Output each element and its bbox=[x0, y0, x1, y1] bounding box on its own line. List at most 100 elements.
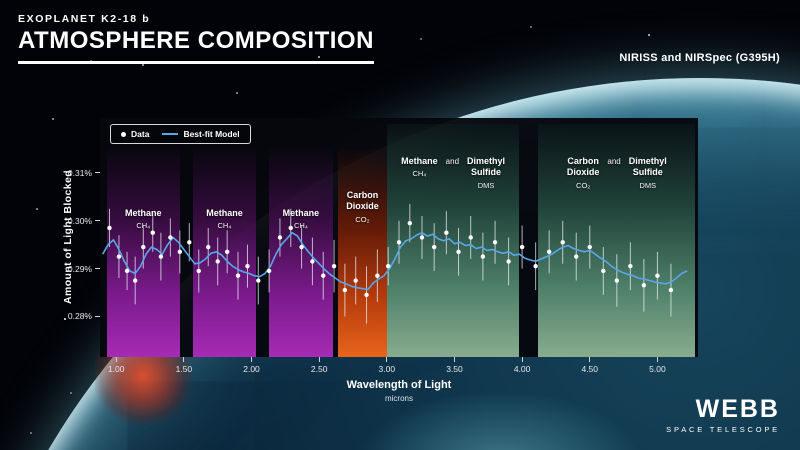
molecule-formula: DMS bbox=[639, 180, 657, 190]
data-point bbox=[116, 254, 122, 259]
molecule-label: Carbon Dioxide CO₂ bbox=[567, 156, 600, 190]
model-line-icon bbox=[162, 133, 179, 135]
star bbox=[52, 118, 54, 120]
band-co2-3: Carbon Dioxide CO₂ bbox=[338, 148, 387, 357]
data-point bbox=[224, 249, 230, 255]
band-label: Methane CH₄ bbox=[269, 208, 333, 230]
x-tick bbox=[251, 357, 253, 362]
molecule-name: Dimethyl Sulfide bbox=[628, 156, 667, 178]
webb-logo-subtitle: SPACE TELESCOPE bbox=[666, 425, 780, 434]
y-tick-label: 0.31% bbox=[67, 167, 92, 178]
molecule-name: Carbon Dioxide bbox=[566, 156, 600, 178]
band-label: Carbon Dioxide CO₂ bbox=[338, 190, 387, 224]
molecule-name: Methane bbox=[206, 208, 243, 218]
x-axis-unit: microns bbox=[384, 394, 413, 403]
instrument-label: NIRISS and NIRSpec (G395H) bbox=[619, 52, 780, 64]
data-point bbox=[574, 254, 579, 259]
star bbox=[530, 26, 532, 28]
data-point bbox=[266, 268, 272, 274]
data-point bbox=[587, 244, 592, 250]
legend-data-label: Data bbox=[131, 129, 150, 139]
x-tick-label: 4.50 bbox=[581, 364, 599, 374]
molecule-formula: CO₂ bbox=[355, 214, 370, 224]
spectrum-plot-svg bbox=[102, 204, 688, 324]
data-point bbox=[668, 287, 674, 293]
data-point bbox=[256, 278, 261, 283]
x-tick-label: 3.50 bbox=[446, 364, 463, 374]
x-tick bbox=[589, 357, 591, 362]
data-point bbox=[456, 249, 461, 255]
molecule-name: Carbon Dioxide bbox=[346, 190, 379, 212]
star bbox=[36, 208, 38, 210]
data-point bbox=[375, 273, 380, 278]
y-tick bbox=[95, 220, 100, 222]
data-point bbox=[506, 259, 511, 264]
molecule-name: Methane bbox=[401, 156, 438, 166]
y-tick bbox=[95, 315, 100, 317]
data-point bbox=[288, 225, 293, 231]
planet-glow bbox=[360, 392, 640, 450]
data-point bbox=[206, 244, 211, 250]
molecule-name: Dimethyl Sulfide bbox=[467, 156, 506, 178]
data-point bbox=[277, 235, 283, 240]
x-tick bbox=[183, 357, 185, 362]
data-point bbox=[519, 244, 525, 250]
x-tick bbox=[318, 357, 320, 362]
star bbox=[236, 92, 238, 94]
header: EXOPLANET K2-18 b ATMOSPHERE COMPOSITION bbox=[18, 13, 374, 64]
data-point bbox=[560, 240, 565, 245]
data-point bbox=[235, 273, 241, 278]
data-point bbox=[444, 230, 449, 235]
exoplanet-name: EXOPLANET K2-18 b bbox=[18, 13, 151, 25]
band-methane-1: Methane CH₄ bbox=[193, 148, 256, 357]
data-point bbox=[419, 235, 425, 240]
molecule-formula: CH₄ bbox=[136, 221, 151, 231]
conjunction-label: and bbox=[607, 157, 621, 166]
data-point bbox=[480, 254, 486, 259]
data-point bbox=[132, 278, 138, 283]
y-tick-label: 0.28% bbox=[67, 311, 92, 322]
data-point bbox=[407, 220, 413, 226]
y-tick-label: 0.30% bbox=[67, 215, 92, 226]
data-point bbox=[431, 244, 437, 250]
data-point bbox=[321, 273, 326, 278]
data-point bbox=[158, 254, 164, 259]
data-point bbox=[107, 225, 112, 231]
x-tick-label: 2.00 bbox=[243, 364, 260, 374]
legend-item-model: Best-fit Model bbox=[162, 129, 240, 139]
band-label: Methane CH₄ and Dimethyl Sulfide DMS bbox=[387, 156, 520, 190]
data-point bbox=[353, 278, 358, 283]
data-point bbox=[177, 249, 183, 255]
data-point bbox=[342, 287, 348, 293]
y-tick bbox=[95, 268, 100, 270]
star bbox=[30, 432, 32, 434]
data-point bbox=[245, 263, 250, 269]
y-axis-title: Amount of Light Blocked bbox=[62, 169, 74, 305]
star bbox=[318, 56, 320, 58]
x-tick-label: 2.50 bbox=[310, 364, 328, 374]
page-title: ATMOSPHERE COMPOSITION bbox=[18, 27, 374, 64]
data-point bbox=[628, 263, 633, 269]
data-point bbox=[215, 259, 220, 264]
data-point bbox=[187, 240, 192, 245]
molecule-label: Methane CH₄ bbox=[125, 208, 162, 230]
y-tick-label: 0.29% bbox=[67, 263, 92, 274]
molecule-label: Methane CH₄ bbox=[283, 208, 320, 230]
molecule-label: Methane CH₄ bbox=[401, 156, 438, 178]
data-point bbox=[601, 268, 606, 274]
molecule-label: Dimethyl Sulfide DMS bbox=[629, 156, 667, 190]
data-point bbox=[533, 263, 538, 269]
molecule-formula: CO₂ bbox=[576, 180, 591, 190]
molecule-formula: CH₄ bbox=[217, 221, 232, 231]
star bbox=[648, 34, 650, 36]
band-teal-5: Carbon Dioxide CO₂ and Dimethyl Sulfide DMS bbox=[538, 124, 696, 357]
x-tick-label: 5.00 bbox=[649, 364, 666, 374]
data-point bbox=[196, 268, 201, 274]
webb-logo-name: WEBB bbox=[695, 395, 780, 423]
x-axis-title: Wavelength of Light bbox=[346, 379, 452, 391]
x-tick bbox=[115, 357, 117, 362]
data-point bbox=[364, 292, 369, 298]
